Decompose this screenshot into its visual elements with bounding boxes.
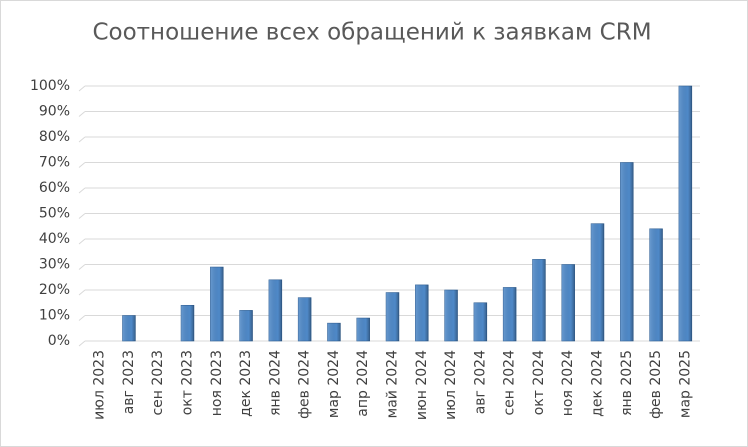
grid-depth <box>78 289 86 296</box>
x-tick-label: фев 2025 <box>648 350 664 419</box>
chart-title: Соотношение всех обращений к заявкам CRM <box>92 20 651 46</box>
y-tick-label: 30% <box>39 257 70 273</box>
x-tick-label: апр 2024 <box>355 350 371 417</box>
bar-shade <box>122 315 136 341</box>
grid-depth <box>78 85 86 92</box>
bar-shade <box>356 318 370 341</box>
x-tick-label: сен 2024 <box>502 350 518 416</box>
x-tick-label: окт 2023 <box>180 350 196 415</box>
grid-depth <box>78 162 86 168</box>
y-tick-label: 50% <box>39 206 70 222</box>
grid-depth <box>78 340 86 347</box>
bar-shade <box>532 259 546 341</box>
bar-shade <box>444 290 458 341</box>
x-tick-label: ноя 2024 <box>560 350 576 416</box>
y-tick-label: 40% <box>39 231 70 247</box>
grid-depth <box>78 213 86 219</box>
bar-shade <box>473 302 487 341</box>
y-tick-label: 80% <box>39 129 70 145</box>
grid-depth <box>78 264 86 270</box>
x-tick-label: мар 2025 <box>677 350 693 418</box>
bar-shade <box>620 162 634 341</box>
bar-shade <box>268 279 282 341</box>
bar-shade <box>503 287 517 341</box>
x-tick-label: авг 2023 <box>121 350 137 414</box>
x-tick-label: авг 2024 <box>472 350 488 414</box>
grid-depth <box>78 136 86 143</box>
y-tick-label: 100% <box>30 78 70 94</box>
x-tick-label: сен 2023 <box>150 350 166 416</box>
x-tick-label: янв 2024 <box>267 350 283 416</box>
bar-shade <box>210 267 224 341</box>
x-tick-label: фев 2024 <box>297 350 313 419</box>
y-tick-label: 70% <box>39 155 70 171</box>
bar-shade <box>561 264 575 341</box>
bar-shade <box>678 86 692 341</box>
y-tick-label: 10% <box>39 308 70 324</box>
x-tick-label: окт 2024 <box>531 350 547 415</box>
x-tick-label: май 2024 <box>385 350 401 418</box>
bar-shade <box>181 305 194 341</box>
x-tick-label: дек 2024 <box>590 350 606 417</box>
x-tick-label: мар 2024 <box>326 350 342 418</box>
bar-shade <box>591 223 604 341</box>
bar-shade <box>239 310 253 341</box>
grid-depth <box>78 187 86 194</box>
x-tick-label: дек 2023 <box>238 350 254 417</box>
bar-shade <box>415 284 429 341</box>
y-tick-label: 90% <box>39 104 70 120</box>
x-tick-label: июн 2024 <box>414 350 430 420</box>
x-tick-label: ноя 2023 <box>209 350 225 416</box>
grid-depth <box>78 238 86 245</box>
y-tick-label: 60% <box>39 180 70 196</box>
y-tick-label: 20% <box>39 282 70 298</box>
bar-shade <box>649 228 663 341</box>
y-tick-label: 0% <box>48 333 70 349</box>
x-tick-label: июл 2023 <box>92 350 108 420</box>
x-tick-label: июл 2024 <box>443 350 459 420</box>
bar-shade <box>298 297 312 341</box>
x-tick-label: янв 2025 <box>619 350 635 416</box>
bar-shade <box>327 323 341 341</box>
bar-shade <box>386 292 399 341</box>
grid-depth <box>78 315 86 321</box>
grid-depth <box>78 111 86 117</box>
